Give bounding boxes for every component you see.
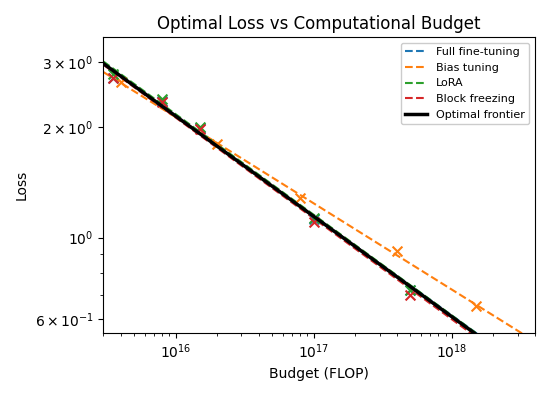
Full fine-tuning: [364, 252, 371, 257]
Bias tuning: [491, 314, 498, 319]
LoRA: [491, 344, 498, 349]
Point: [213, 141, 222, 147]
LoRA: [101, 60, 108, 65]
Bias tuning: [532, 339, 538, 344]
Bias tuning: [101, 70, 108, 75]
Optimal frontier: [100, 61, 107, 66]
Block freezing: [101, 63, 108, 68]
Line: Bias tuning: Bias tuning: [103, 72, 535, 341]
Line: Optimal frontier: Optimal frontier: [103, 63, 535, 377]
Block freezing: [355, 249, 362, 254]
LoRA: [464, 324, 470, 329]
Bias tuning: [100, 70, 107, 74]
X-axis label: Budget (FLOP): Budget (FLOP): [269, 367, 369, 381]
Optimal frontier: [355, 247, 362, 251]
Block freezing: [357, 250, 364, 255]
Block freezing: [100, 62, 107, 67]
Full fine-tuning: [357, 247, 364, 252]
Full fine-tuning: [491, 344, 498, 349]
Optimal frontier: [491, 345, 498, 350]
Optimal frontier: [364, 253, 371, 258]
Block freezing: [464, 328, 470, 333]
Bias tuning: [364, 234, 371, 239]
Point: [309, 219, 318, 225]
Title: Optimal Loss vs Computational Budget: Optimal Loss vs Computational Budget: [157, 15, 481, 33]
Block freezing: [491, 348, 498, 353]
LoRA: [100, 59, 107, 64]
Point: [116, 79, 125, 85]
Optimal frontier: [357, 248, 364, 253]
Optimal frontier: [532, 375, 538, 379]
Point: [489, 339, 498, 345]
Optimal frontier: [464, 326, 470, 330]
Point: [296, 195, 305, 201]
Point: [195, 126, 204, 132]
Full fine-tuning: [101, 63, 108, 68]
Point: [158, 98, 167, 104]
Point: [406, 287, 415, 293]
Line: LoRA: LoRA: [103, 61, 535, 376]
Full fine-tuning: [355, 246, 362, 251]
LoRA: [364, 251, 371, 256]
Point: [195, 124, 204, 130]
Point: [108, 74, 117, 81]
Block freezing: [532, 378, 538, 383]
Point: [489, 339, 498, 345]
Block freezing: [364, 255, 371, 260]
Full fine-tuning: [532, 373, 538, 378]
Full fine-tuning: [100, 62, 107, 67]
Point: [393, 248, 402, 254]
LoRA: [532, 374, 538, 379]
Full fine-tuning: [464, 324, 470, 329]
Bias tuning: [357, 230, 364, 235]
Point: [195, 125, 204, 131]
Point: [108, 74, 117, 81]
Point: [158, 99, 167, 106]
Point: [309, 216, 318, 223]
LoRA: [357, 246, 364, 251]
LoRA: [355, 246, 362, 250]
Point: [309, 215, 318, 221]
Point: [406, 287, 415, 293]
Point: [472, 303, 481, 310]
Line: Full fine-tuning: Full fine-tuning: [103, 64, 535, 375]
Point: [108, 71, 117, 77]
Point: [158, 96, 167, 102]
Point: [406, 291, 415, 298]
Line: Block freezing: Block freezing: [103, 65, 535, 380]
Optimal frontier: [101, 62, 108, 67]
Bias tuning: [355, 229, 362, 234]
Point: [489, 342, 498, 348]
Legend: Full fine-tuning, Bias tuning, LoRA, Block freezing, Optimal frontier: Full fine-tuning, Bias tuning, LoRA, Blo…: [400, 43, 530, 124]
Bias tuning: [464, 297, 470, 301]
Y-axis label: Loss: Loss: [15, 170, 29, 200]
